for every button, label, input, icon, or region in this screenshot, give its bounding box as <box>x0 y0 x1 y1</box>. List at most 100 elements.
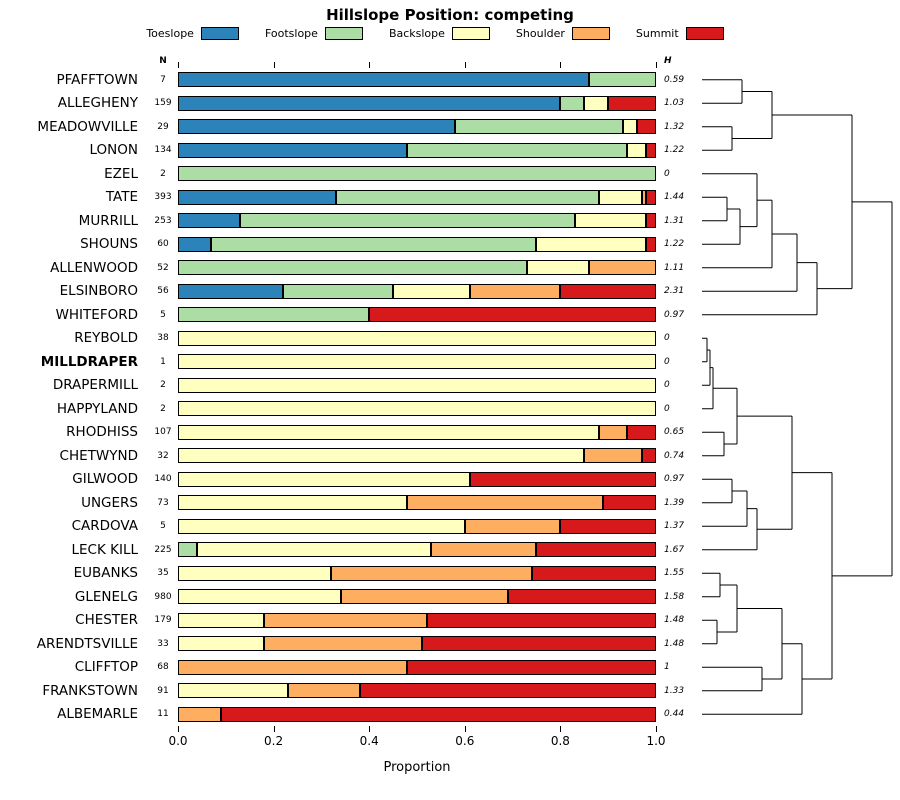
legend-swatch-footslope <box>324 27 363 40</box>
series-n-count: 1 <box>160 356 166 367</box>
bar-segment-shoulder <box>431 542 537 558</box>
x-tick-label: 0.2 <box>264 734 284 748</box>
legend-item-toeslope: Toeslope <box>146 27 239 40</box>
stacked-bar <box>178 189 656 205</box>
bar-segment-toeslope <box>178 142 408 158</box>
bar-segment-summit <box>221 706 656 722</box>
series-row: LONON 134 1.22 <box>0 139 696 163</box>
bar-segment-summit <box>531 565 656 581</box>
bar-segment-shoulder <box>178 659 408 675</box>
stacked-bar <box>178 142 656 158</box>
series-row: REYBOLD 38 0 <box>0 327 696 351</box>
legend-label: Backslope <box>388 27 445 40</box>
column-header-n: N <box>159 56 167 66</box>
bar-segment-toeslope <box>178 189 336 205</box>
series-label: GLENELG <box>74 588 138 605</box>
bar-segment-backslope <box>526 260 590 276</box>
bar-rows: PFAFFTOWN 7 0.59 ALLEGHENY 159 1.03 MEAD… <box>0 68 696 726</box>
bar-segment-backslope <box>536 236 647 252</box>
series-row: CHETWYND 32 0.74 <box>0 444 696 468</box>
series-label: LECK KILL <box>71 541 139 558</box>
axis-tick <box>560 62 562 68</box>
series-h-value: 0 <box>664 333 670 344</box>
dendrogram <box>702 79 893 715</box>
series-n-count: 91 <box>157 685 169 696</box>
series-label: ARENDTSVILLE <box>36 635 138 652</box>
bar-segment-footslope <box>178 307 370 323</box>
axis-tick <box>273 726 275 732</box>
bar-segment-backslope <box>574 213 647 229</box>
series-row: EZEL 2 0 <box>0 162 696 186</box>
bar-segment-summit <box>646 236 656 252</box>
chart-title: Hillslope Position: competing <box>326 6 574 24</box>
series-label: UNGERS <box>81 494 138 511</box>
series-h-value: 1.55 <box>664 568 685 579</box>
axis-tick <box>369 62 371 68</box>
series-row: ALLEGHENY 159 1.03 <box>0 92 696 116</box>
series-row: HAPPYLAND 2 0 <box>0 397 696 421</box>
series-h-value: 0 <box>664 380 670 391</box>
legend-swatch-summit <box>685 27 724 40</box>
bar-segment-backslope <box>178 636 265 652</box>
series-label: PFAFFTOWN <box>56 71 138 88</box>
axis-tick <box>560 726 562 732</box>
legend-label: Footslope <box>264 27 318 40</box>
series-h-value: 1.37 <box>664 521 685 532</box>
series-row: WHITEFORD 5 0.97 <box>0 303 696 327</box>
series-row: ELSINBORO 56 2.31 <box>0 280 696 304</box>
series-h-value: 0.74 <box>664 450 685 461</box>
bar-segment-shoulder <box>464 518 561 534</box>
legend-item-footslope: Footslope <box>265 27 363 40</box>
stacked-bar <box>178 448 656 464</box>
series-h-value: 2.31 <box>664 286 685 297</box>
series-label: MEADOWVILLE <box>37 118 138 135</box>
series-row: ARENDTSVILLE 33 1.48 <box>0 632 696 656</box>
bar-segment-summit <box>560 283 656 299</box>
stacked-bar <box>178 377 656 393</box>
series-n-count: 29 <box>157 121 169 132</box>
stacked-bar <box>178 589 656 605</box>
series-h-value: 1.31 <box>664 215 685 226</box>
bar-segment-shoulder <box>264 612 427 628</box>
bar-segment-footslope <box>178 260 527 276</box>
series-row: EUBANKS 35 1.55 <box>0 562 696 586</box>
series-label: DRAPERMILL <box>52 377 138 394</box>
bar-segment-backslope <box>598 189 642 205</box>
series-h-value: 0.44 <box>664 709 685 720</box>
series-n-count: 5 <box>160 309 166 320</box>
legend-label: Toeslope <box>146 27 194 40</box>
bar-segment-shoulder <box>598 424 628 440</box>
series-h-value: 0 <box>664 168 670 179</box>
stacked-bar <box>178 471 656 487</box>
series-label: RHODHISS <box>66 424 138 441</box>
bar-segment-summit <box>636 119 656 135</box>
bar-segment-summit <box>407 659 656 675</box>
series-row: FRANKSTOWN 91 1.33 <box>0 679 696 703</box>
series-label: MILLDRAPER <box>40 353 138 370</box>
stacked-bar <box>178 542 656 558</box>
bar-segment-summit <box>560 518 656 534</box>
series-n-count: 2 <box>160 380 166 391</box>
bar-segment-shoulder <box>178 706 222 722</box>
series-row: LECK KILL 225 1.67 <box>0 538 696 562</box>
stacked-bar <box>178 424 656 440</box>
series-n-count: 38 <box>157 333 169 344</box>
series-n-count: 73 <box>157 497 169 508</box>
legend-item-shoulder: Shoulder <box>516 27 610 40</box>
stacked-bar <box>178 565 656 581</box>
series-n-count: 107 <box>154 427 172 438</box>
series-row: ALBEMARLE 11 0.44 <box>0 703 696 727</box>
series-n-count: 60 <box>157 239 169 250</box>
stacked-bar <box>178 119 656 135</box>
series-label: CARDOVA <box>71 518 138 535</box>
bar-segment-toeslope <box>178 283 284 299</box>
x-axis-title: Proportion <box>383 760 451 775</box>
bar-segment-footslope <box>407 142 628 158</box>
axis-tick <box>273 62 275 68</box>
bar-segment-backslope <box>178 589 341 605</box>
series-h-value: 1.32 <box>664 121 685 132</box>
series-label: WHITEFORD <box>55 306 138 323</box>
series-n-count: 179 <box>154 615 172 626</box>
series-n-count: 225 <box>154 544 172 555</box>
